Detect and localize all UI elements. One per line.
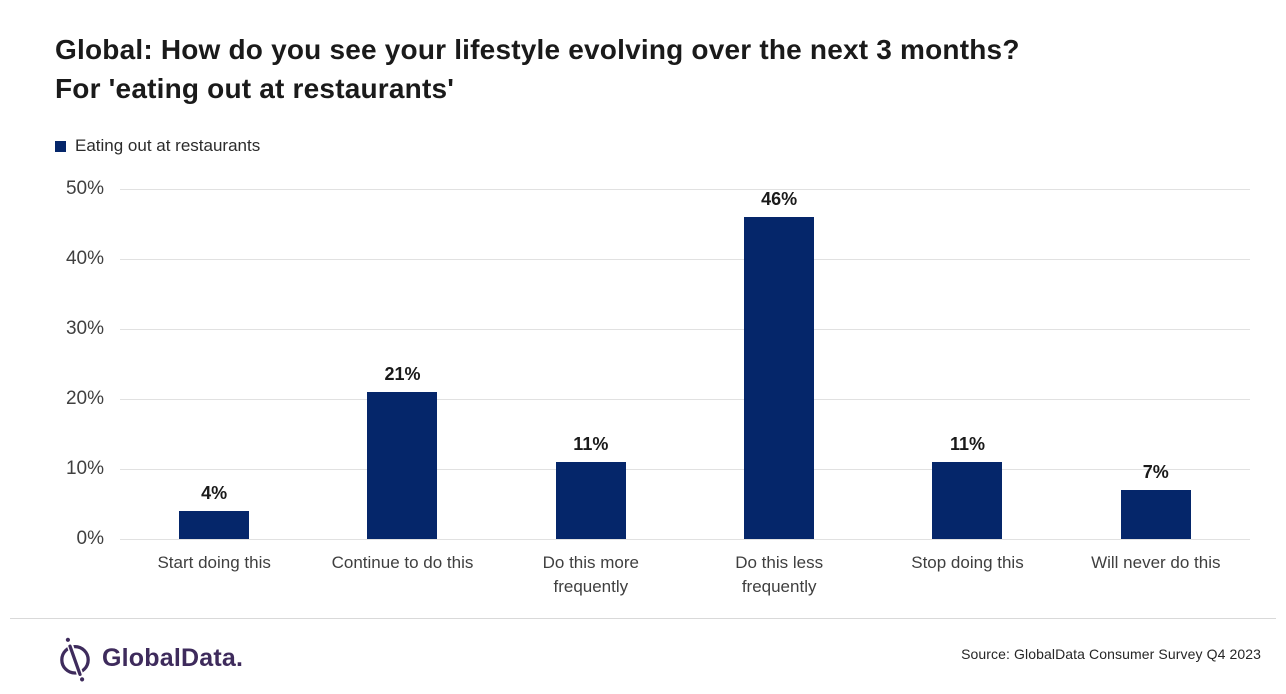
bar-do-this-more-frequently (555, 462, 626, 539)
plot-area: 4% 21% 11% 46% 11% 7% (120, 189, 1250, 540)
gridline-30 (120, 329, 1250, 330)
gridline-20 (120, 399, 1250, 400)
globaldata-logo: GlobalData. (55, 634, 243, 682)
y-tick-10: 10% (65, 458, 104, 479)
legend-label: Eating out at restaurants (75, 136, 261, 155)
title-line-2: For 'eating out at restaurants' (55, 73, 455, 104)
bar-value-label: 7% (1142, 462, 1169, 482)
x-label-start-doing-this: Start doing this (157, 553, 271, 572)
bar-start-doing-this (179, 511, 250, 539)
y-tick-30: 30% (65, 318, 104, 339)
bar-group-stop-doing-this: 11% (873, 189, 1061, 539)
gridline-40 (120, 259, 1250, 260)
gridline-50 (120, 189, 1250, 190)
x-axis-labels: Start doing this Continue to do this Do … (120, 551, 1250, 599)
x-label-stop-doing-this: Stop doing this (911, 553, 1024, 572)
page-title: Global: How do you see your lifestyle ev… (55, 30, 1235, 108)
bar-value-label: 46% (761, 189, 798, 209)
y-tick-20: 20% (65, 388, 104, 409)
bar-value-label: 11% (949, 434, 985, 454)
gridline-10 (120, 469, 1250, 470)
x-label-do-this-less-frequently: Do this less frequently (735, 553, 824, 596)
bar-group-do-this-more-frequently: 11% (497, 189, 685, 539)
footer: GlobalData. Source: GlobalData Consumer … (10, 618, 1276, 694)
x-label-will-never-do-this: Will never do this (1091, 553, 1221, 572)
gridline-0-axis (120, 539, 1250, 540)
chart-legend: Eating out at restaurants (55, 136, 260, 156)
bar-do-this-less-frequently (744, 217, 815, 539)
bar-value-label: 4% (201, 483, 228, 503)
globaldata-logo-text: GlobalData. (102, 643, 244, 672)
title-line-1: Global: How do you see your lifestyle ev… (55, 34, 1020, 65)
bar-stop-doing-this (932, 462, 1003, 539)
bar-columns: 4% 21% 11% 46% 11% 7% (120, 189, 1250, 539)
source-attribution: Source: GlobalData Consumer Survey Q4 20… (961, 646, 1261, 662)
x-label-continue-to-do-this: Continue to do this (331, 553, 474, 572)
y-tick-50: 50% (65, 178, 104, 199)
bar-will-never-do-this (1120, 490, 1191, 539)
y-tick-40: 40% (65, 248, 104, 269)
x-label-do-this-more-frequently: Do this more frequently (542, 553, 639, 596)
legend-swatch-icon (55, 141, 66, 152)
bar-value-label: 11% (573, 434, 609, 454)
bar-group-will-never-do-this: 7% (1062, 189, 1250, 539)
bar-value-label: 21% (384, 364, 421, 384)
bar-group-continue-to-do-this: 21% (308, 189, 496, 539)
bar-continue-to-do-this (367, 392, 438, 539)
bar-group-do-this-less-frequently: 46% (685, 189, 873, 539)
y-tick-0: 0% (76, 528, 104, 549)
globaldata-logo-icon (60, 637, 90, 682)
bar-group-start-doing-this: 4% (120, 189, 308, 539)
